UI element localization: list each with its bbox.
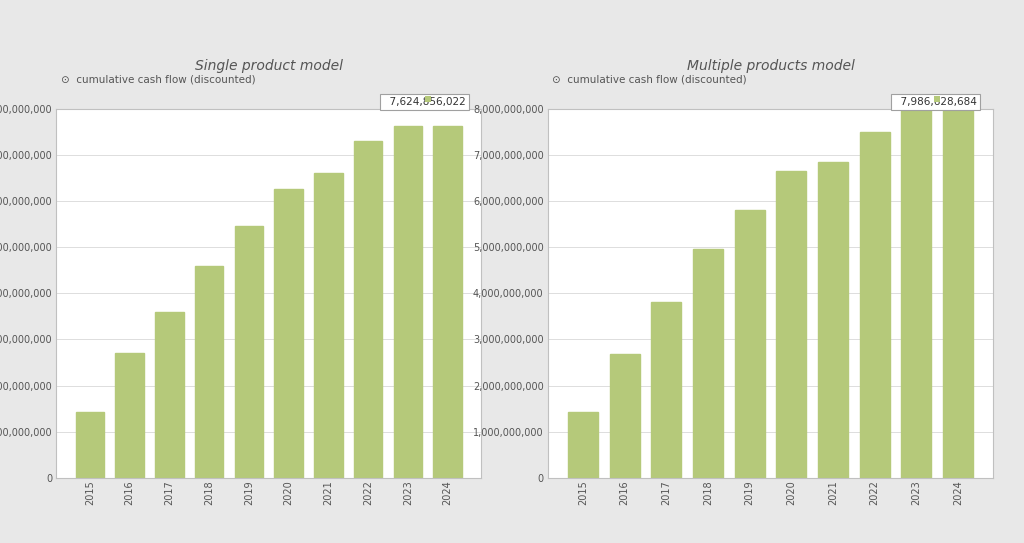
Bar <box>195 266 223 478</box>
Bar <box>354 141 383 478</box>
Bar <box>155 312 183 478</box>
Bar <box>693 249 723 478</box>
Bar <box>943 109 973 478</box>
Bar <box>76 412 104 478</box>
Text: 7,624,856,022: 7,624,856,022 <box>383 97 466 107</box>
Text: ⊙  cumulative cash flow (discounted): ⊙ cumulative cash flow (discounted) <box>552 74 746 85</box>
Bar <box>568 412 598 478</box>
Bar <box>860 131 890 478</box>
Title: Multiple products model: Multiple products model <box>687 59 854 73</box>
Title: Single product model: Single product model <box>195 59 343 73</box>
Text: ⊙  cumulative cash flow (discounted): ⊙ cumulative cash flow (discounted) <box>60 74 255 85</box>
Bar <box>776 171 806 478</box>
Bar <box>274 190 303 478</box>
Bar <box>433 126 462 478</box>
Bar <box>735 210 765 478</box>
Text: 7,986,628,684: 7,986,628,684 <box>894 97 977 107</box>
Bar <box>314 173 343 478</box>
Bar <box>393 126 422 478</box>
Bar <box>818 162 848 478</box>
Bar <box>116 353 144 478</box>
Bar <box>901 108 932 478</box>
Bar <box>609 354 640 478</box>
Bar <box>651 302 681 478</box>
Bar <box>234 226 263 478</box>
